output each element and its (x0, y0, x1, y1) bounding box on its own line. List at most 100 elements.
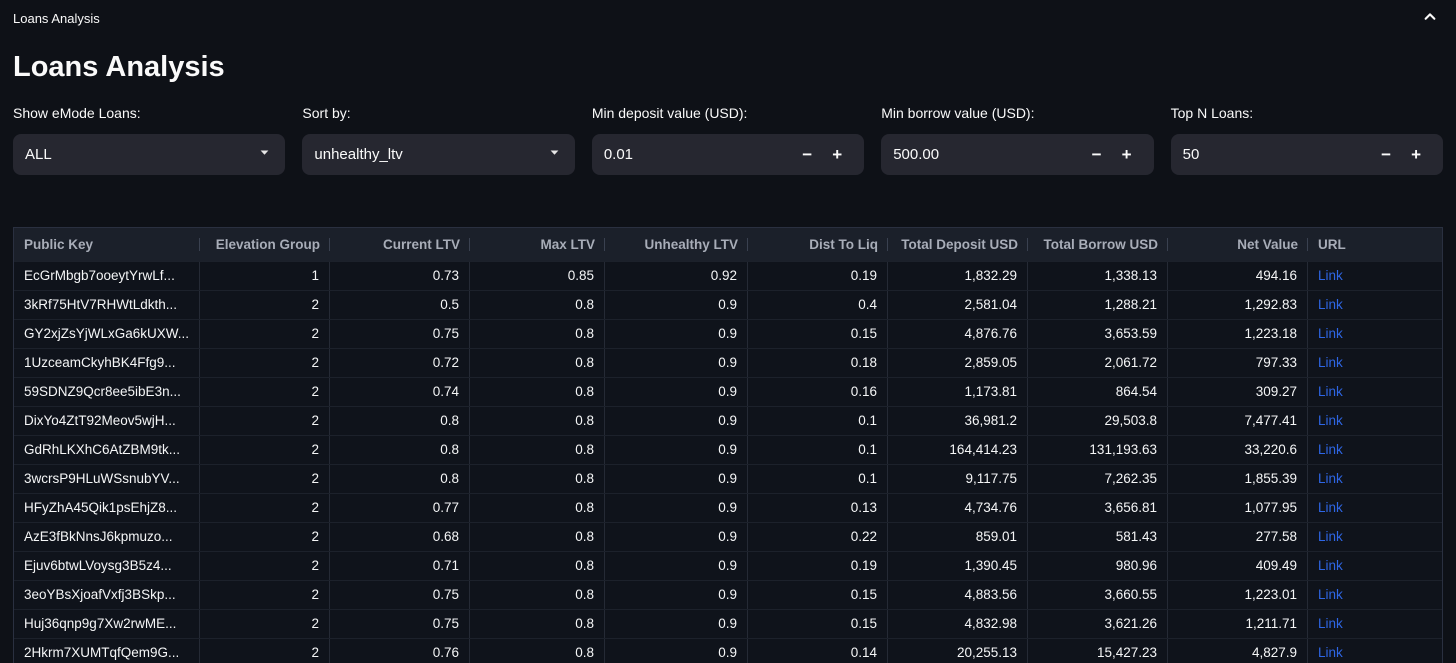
column-header-url[interactable]: URL (1318, 237, 1346, 252)
cell-total-deposit-usd: 164,414.23 (888, 436, 1028, 464)
cell-total-deposit-usd: 9,117.75 (888, 465, 1028, 493)
cell-total-borrow-usd: 29,503.8 (1028, 407, 1168, 435)
url-link[interactable]: Link (1318, 297, 1343, 312)
collapse-button[interactable] (1418, 6, 1442, 30)
cell-total-borrow-usd: 131,193.63 (1028, 436, 1168, 464)
filter-min-deposit: Min deposit value (USD): 0.01 − + (591, 105, 865, 175)
cell-net-value: 797.33 (1168, 349, 1308, 377)
url-link[interactable]: Link (1318, 268, 1343, 283)
cell-dist-to-liq: 0.15 (748, 610, 888, 638)
cell-dist-to-liq: 0.16 (748, 378, 888, 406)
cell-net-value: 1,223.01 (1168, 581, 1308, 609)
cell-max-ltv: 0.8 (470, 465, 605, 493)
url-link[interactable]: Link (1318, 355, 1343, 370)
url-link[interactable]: Link (1318, 326, 1343, 341)
url-link[interactable]: Link (1318, 645, 1343, 660)
url-link[interactable]: Link (1318, 384, 1343, 399)
table-row: HFyZhA45Qik1psEhjZ8... 2 0.77 0.8 0.9 0.13 4,7… (14, 493, 1442, 522)
table-row: Huj36qnp9g7Xw2rwME... 2 0.75 0.8 0.9 0.15 4,83… (14, 609, 1442, 638)
cell-url: Link (1308, 610, 1442, 638)
cell-elevation-group: 2 (200, 581, 330, 609)
cell-elevation-group: 2 (200, 552, 330, 580)
cell-public-key: GdRhLKXhC6AtZBM9tk... (14, 436, 200, 464)
column-header-elevation-group[interactable]: Elevation Group (200, 228, 330, 261)
cell-url: Link (1308, 523, 1442, 551)
minus-button[interactable]: − (1381, 144, 1391, 164)
column-header-max-ltv[interactable]: Max LTV (470, 228, 605, 261)
cell-max-ltv: 0.8 (470, 320, 605, 348)
cell-max-ltv: 0.8 (470, 581, 605, 609)
table-row: GdRhLKXhC6AtZBM9tk... 2 0.8 0.8 0.9 0.1 164,41… (14, 435, 1442, 464)
cell-current-ltv: 0.75 (330, 320, 470, 348)
plus-button[interactable]: + (1121, 144, 1132, 164)
table-row: 1UzceamCkyhBK4Ffg9... 2 0.72 0.8 0.9 0.18 2,85… (14, 348, 1442, 377)
plus-button[interactable]: + (832, 144, 843, 164)
cell-max-ltv: 0.8 (470, 523, 605, 551)
emode-select[interactable]: ALL (13, 134, 286, 175)
url-link[interactable]: Link (1318, 616, 1343, 631)
cell-dist-to-liq: 0.4 (748, 291, 888, 319)
table-row: DixYo4ZtT92Meov5wjH... 2 0.8 0.8 0.9 0.1 36,98… (14, 406, 1442, 435)
url-link[interactable]: Link (1318, 587, 1343, 602)
cell-max-ltv: 0.8 (470, 291, 605, 319)
url-link[interactable]: Link (1318, 558, 1343, 573)
cell-dist-to-liq: 0.15 (748, 320, 888, 348)
column-header-dist-to-liq[interactable]: Dist To Liq (748, 228, 888, 261)
cell-max-ltv: 0.8 (470, 552, 605, 580)
cell-url: Link (1308, 262, 1442, 290)
cell-current-ltv: 0.8 (330, 436, 470, 464)
url-link[interactable]: Link (1318, 529, 1343, 544)
cell-total-deposit-usd: 4,883.56 (888, 581, 1028, 609)
cell-net-value: 309.27 (1168, 378, 1308, 406)
cell-unhealthy-ltv: 0.9 (605, 407, 748, 435)
top-n-input[interactable]: 50 − + (1170, 134, 1444, 175)
cell-total-borrow-usd: 3,656.81 (1028, 494, 1168, 522)
cell-net-value: 1,223.18 (1168, 320, 1308, 348)
cell-total-borrow-usd: 3,621.26 (1028, 610, 1168, 638)
cell-unhealthy-ltv: 0.9 (605, 639, 748, 663)
url-link[interactable]: Link (1318, 442, 1343, 457)
cell-url: Link (1308, 465, 1442, 493)
cell-max-ltv: 0.8 (470, 610, 605, 638)
column-header-current-ltv[interactable]: Current LTV (330, 228, 470, 261)
cell-total-deposit-usd: 20,255.13 (888, 639, 1028, 663)
min-borrow-input[interactable]: 500.00 − + (881, 134, 1154, 175)
cell-public-key: EcGrMbgb7ooeytYrwLf... (14, 262, 200, 290)
top-bar: Loans Analysis (0, 0, 1456, 36)
cell-total-borrow-usd: 864.54 (1028, 378, 1168, 406)
cell-public-key: 3eoYBsXjoafVxfj3BSkp... (14, 581, 200, 609)
column-header-total-borrow-usd[interactable]: Total Borrow USD (1028, 228, 1168, 261)
filter-sort: Sort by: unhealthy_ltv (302, 105, 575, 175)
column-header-total-deposit-usd[interactable]: Total Deposit USD (888, 228, 1028, 261)
table-row: EcGrMbgb7ooeytYrwLf... 1 0.73 0.85 0.92 0.19 1… (14, 261, 1442, 290)
column-header-net-value[interactable]: Net Value (1168, 228, 1308, 261)
cell-dist-to-liq: 0.18 (748, 349, 888, 377)
cell-elevation-group: 2 (200, 349, 330, 377)
cell-max-ltv: 0.8 (470, 436, 605, 464)
cell-current-ltv: 0.5 (330, 291, 470, 319)
cell-current-ltv: 0.8 (330, 407, 470, 435)
app-title: Loans Analysis (13, 10, 100, 26)
table-row: 3wcrsP9HLuWSsnubYV... 2 0.8 0.8 0.9 0.1 9,117.… (14, 464, 1442, 493)
page-title: Loans Analysis (13, 51, 225, 83)
cell-max-ltv: 0.8 (470, 639, 605, 663)
cell-url: Link (1308, 639, 1442, 663)
cell-dist-to-liq: 0.1 (748, 436, 888, 464)
url-link[interactable]: Link (1318, 413, 1343, 428)
sort-select[interactable]: unhealthy_ltv (302, 134, 575, 175)
cell-elevation-group: 2 (200, 494, 330, 522)
cell-public-key: AzE3fBkNnsJ6kpmuzo... (14, 523, 200, 551)
cell-total-deposit-usd: 36,981.2 (888, 407, 1028, 435)
url-link[interactable]: Link (1318, 500, 1343, 515)
minus-button[interactable]: − (802, 144, 813, 164)
column-header-public-key[interactable]: Public Key (14, 228, 200, 261)
minus-button[interactable]: − (1091, 144, 1102, 164)
min-deposit-input[interactable]: 0.01 − + (591, 134, 865, 175)
column-header-unhealthy-ltv[interactable]: Unhealthy LTV (605, 228, 748, 261)
cell-unhealthy-ltv: 0.9 (605, 320, 748, 348)
url-link[interactable]: Link (1318, 471, 1343, 486)
cell-unhealthy-ltv: 0.9 (605, 465, 748, 493)
plus-button[interactable]: + (1411, 144, 1421, 164)
min-deposit-value: 0.01 (603, 146, 634, 163)
cell-public-key: 2Hkrm7XUMTqfQem9G... (14, 639, 200, 663)
